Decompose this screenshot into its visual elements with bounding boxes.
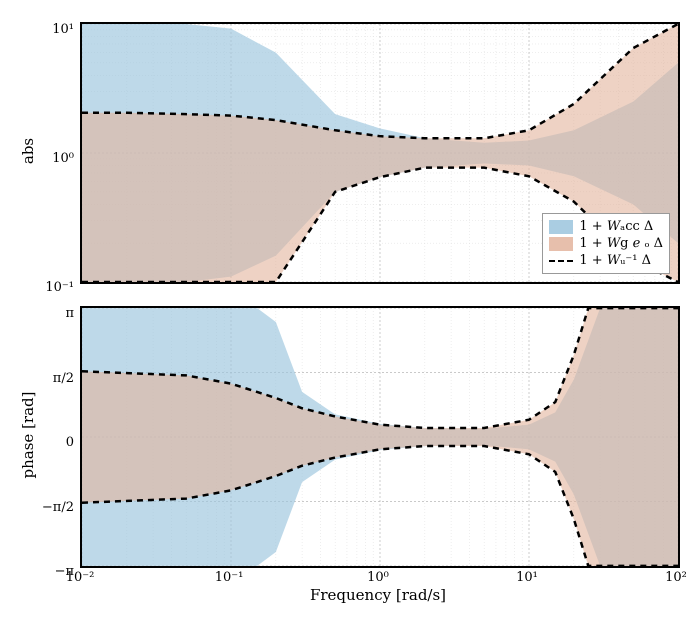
phase-panel	[80, 306, 680, 568]
legend: 1 + 𝑊ₐcc Δ 1 + 𝑊g ℯ ₒ Δ 1 + 𝑊ᵤ⁻¹ Δ	[542, 213, 670, 274]
legend-item-geo: 1 + 𝑊g ℯ ₒ Δ	[549, 235, 663, 252]
legend-item-acc: 1 + 𝑊ₐcc Δ	[549, 218, 663, 235]
legend-swatch-bound	[549, 254, 573, 268]
xtick: 10²	[665, 570, 687, 585]
phase-svg	[82, 308, 678, 566]
legend-label-geo: 1 + 𝑊g ℯ ₒ Δ	[579, 236, 663, 251]
xtick: 10⁰	[367, 570, 389, 585]
xtick: 10¹	[516, 570, 538, 585]
legend-swatch-acc	[549, 220, 573, 234]
legend-label-bound: 1 + 𝑊ᵤ⁻¹ Δ	[579, 253, 651, 268]
xtick: 10⁻²	[66, 570, 95, 585]
xtick: 10⁻¹	[215, 570, 244, 585]
magnitude-panel: 1 + 𝑊ₐcc Δ 1 + 𝑊g ℯ ₒ Δ 1 + 𝑊ᵤ⁻¹ Δ	[80, 22, 680, 284]
ylabel-bottom: phase [rad]	[19, 392, 37, 479]
legend-label-acc: 1 + 𝑊ₐcc Δ	[579, 219, 653, 234]
bode-figure: 1 + 𝑊ₐcc Δ 1 + 𝑊g ℯ ₒ Δ 1 + 𝑊ᵤ⁻¹ Δ abs p…	[10, 10, 686, 611]
xlabel: Frequency [rad/s]	[310, 586, 446, 604]
legend-item-bound: 1 + 𝑊ᵤ⁻¹ Δ	[549, 252, 663, 269]
ylabel-top: abs	[19, 138, 37, 164]
legend-swatch-geo	[549, 237, 573, 251]
